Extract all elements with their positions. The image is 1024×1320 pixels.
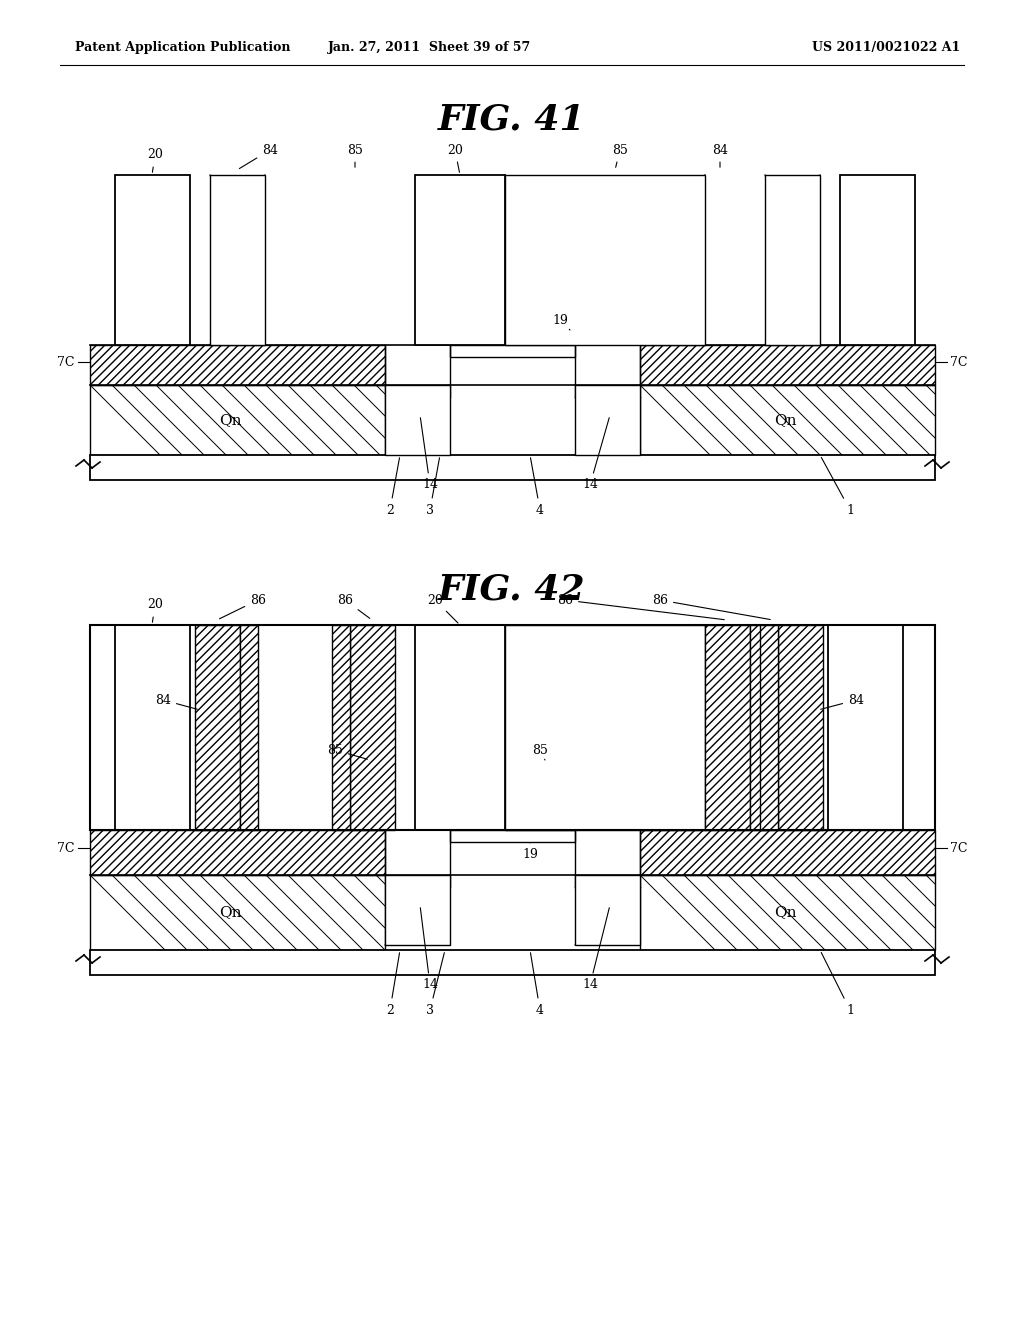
Bar bbox=[450, 830, 575, 842]
Bar bbox=[505, 176, 705, 345]
Text: 7C: 7C bbox=[950, 842, 968, 854]
Text: 86: 86 bbox=[219, 594, 266, 619]
Bar bbox=[385, 875, 450, 945]
Text: 19: 19 bbox=[552, 314, 570, 330]
Bar bbox=[828, 624, 903, 830]
Text: FIG. 42: FIG. 42 bbox=[438, 573, 586, 607]
Bar bbox=[760, 624, 778, 830]
Bar bbox=[195, 624, 240, 830]
Text: 20: 20 bbox=[147, 598, 163, 622]
Bar bbox=[415, 624, 505, 830]
Text: 14: 14 bbox=[421, 417, 438, 491]
Text: 14: 14 bbox=[420, 908, 438, 991]
Bar bbox=[575, 385, 640, 455]
Text: 14: 14 bbox=[582, 908, 609, 991]
Text: 86: 86 bbox=[337, 594, 370, 618]
Text: 84: 84 bbox=[820, 693, 864, 709]
Text: 19: 19 bbox=[522, 842, 538, 862]
Bar bbox=[90, 455, 935, 480]
Bar bbox=[575, 875, 640, 945]
Bar bbox=[705, 624, 750, 830]
Text: 1: 1 bbox=[821, 953, 854, 1016]
Bar bbox=[90, 830, 385, 875]
Text: Patent Application Publication: Patent Application Publication bbox=[75, 41, 291, 54]
Text: 20: 20 bbox=[147, 149, 163, 172]
Text: 3: 3 bbox=[426, 458, 439, 516]
Bar bbox=[778, 624, 823, 830]
Text: 85: 85 bbox=[532, 743, 548, 760]
Text: 20: 20 bbox=[447, 144, 463, 173]
Text: 85: 85 bbox=[327, 743, 368, 759]
Text: 2: 2 bbox=[386, 458, 399, 516]
Text: 20: 20 bbox=[427, 594, 458, 623]
Bar bbox=[505, 624, 705, 830]
Text: 84: 84 bbox=[155, 693, 198, 709]
Bar bbox=[90, 950, 935, 975]
Bar bbox=[332, 624, 350, 830]
Text: Jan. 27, 2011  Sheet 39 of 57: Jan. 27, 2011 Sheet 39 of 57 bbox=[329, 41, 531, 54]
Bar bbox=[90, 624, 935, 830]
Text: 7C: 7C bbox=[57, 355, 75, 368]
Bar bbox=[765, 176, 820, 345]
Bar bbox=[450, 345, 575, 356]
Text: 84: 84 bbox=[712, 144, 728, 168]
Text: Qn: Qn bbox=[774, 906, 797, 919]
Text: 7C: 7C bbox=[950, 355, 968, 368]
Text: 84: 84 bbox=[240, 144, 278, 169]
Bar bbox=[640, 830, 935, 875]
Bar bbox=[640, 875, 935, 950]
Text: US 2011/0021022 A1: US 2011/0021022 A1 bbox=[812, 41, 961, 54]
Bar bbox=[415, 176, 505, 345]
Text: 86: 86 bbox=[652, 594, 770, 619]
Bar bbox=[350, 624, 395, 830]
Text: Qn: Qn bbox=[219, 413, 242, 426]
Bar bbox=[640, 345, 935, 385]
Text: Qn: Qn bbox=[774, 413, 797, 426]
Text: 4: 4 bbox=[530, 458, 544, 516]
Text: 85: 85 bbox=[347, 144, 362, 168]
Text: FIG. 41: FIG. 41 bbox=[438, 103, 586, 137]
Text: 7C: 7C bbox=[57, 842, 75, 854]
Bar bbox=[840, 176, 915, 345]
Text: 1: 1 bbox=[821, 458, 854, 516]
Text: 3: 3 bbox=[426, 953, 444, 1016]
Bar bbox=[210, 176, 265, 345]
Text: 2: 2 bbox=[386, 953, 399, 1016]
Text: 85: 85 bbox=[612, 144, 628, 168]
Bar bbox=[385, 385, 450, 455]
Text: Qn: Qn bbox=[219, 906, 242, 919]
Text: 86: 86 bbox=[557, 594, 724, 619]
Bar bbox=[240, 624, 258, 830]
Bar bbox=[90, 345, 385, 385]
Bar bbox=[115, 624, 190, 830]
Bar bbox=[750, 624, 768, 830]
Bar bbox=[640, 385, 935, 455]
Bar bbox=[90, 875, 385, 950]
Text: 4: 4 bbox=[530, 953, 544, 1016]
Text: 14: 14 bbox=[582, 417, 609, 491]
Bar bbox=[90, 385, 385, 455]
Bar bbox=[115, 176, 190, 345]
